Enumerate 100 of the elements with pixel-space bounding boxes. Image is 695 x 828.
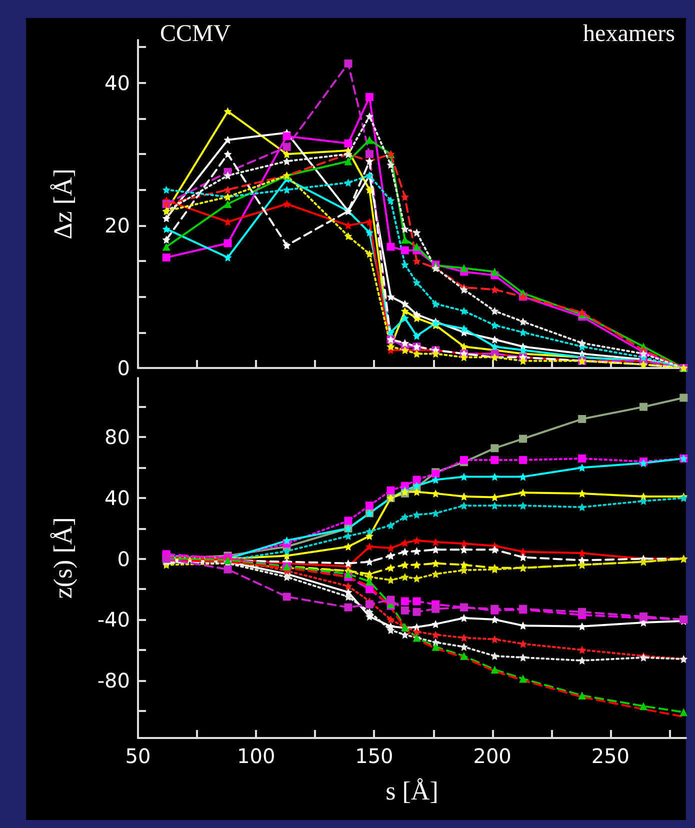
point	[412, 476, 421, 484]
point	[282, 132, 291, 140]
point	[412, 488, 421, 496]
point	[365, 228, 374, 237]
point	[412, 332, 421, 340]
point	[639, 702, 648, 710]
annotation: hexamers	[583, 21, 676, 47]
point	[400, 597, 409, 606]
point	[365, 578, 374, 586]
point	[282, 200, 291, 208]
point	[344, 559, 352, 568]
point	[224, 150, 232, 158]
y-tick-label: -40	[97, 608, 130, 632]
point	[224, 253, 232, 262]
x-tick-label: 200	[473, 744, 512, 768]
point	[412, 278, 421, 286]
point	[432, 630, 440, 639]
point	[282, 150, 291, 158]
point	[282, 241, 291, 250]
annotation: CCMV	[160, 21, 232, 47]
point	[490, 666, 499, 674]
point	[386, 626, 395, 634]
point	[490, 616, 499, 624]
point	[365, 150, 374, 158]
point	[432, 350, 440, 358]
point	[519, 548, 528, 556]
point	[519, 356, 528, 365]
point	[432, 489, 440, 498]
point	[432, 570, 440, 578]
point	[432, 509, 440, 518]
point	[490, 321, 499, 330]
point	[412, 228, 421, 237]
x-tick-label: 50	[125, 744, 151, 768]
point	[344, 582, 352, 590]
point	[680, 708, 688, 716]
point	[460, 560, 468, 569]
point	[460, 353, 468, 362]
point	[519, 640, 528, 648]
y-tick-label: 40	[104, 70, 130, 95]
point	[344, 60, 352, 68]
point	[365, 93, 374, 102]
point	[344, 516, 352, 525]
point	[365, 542, 374, 551]
point	[400, 246, 409, 254]
point	[224, 239, 232, 248]
point	[519, 502, 528, 510]
point	[344, 542, 352, 551]
point	[460, 566, 468, 574]
point	[490, 306, 499, 315]
point	[386, 292, 395, 301]
point	[432, 300, 440, 308]
point	[578, 454, 586, 463]
point	[365, 112, 374, 120]
point	[386, 486, 395, 494]
point	[519, 653, 528, 662]
point	[460, 502, 468, 510]
point	[519, 434, 528, 443]
point	[578, 549, 586, 558]
point	[386, 160, 395, 169]
point	[460, 652, 468, 660]
point	[224, 200, 232, 208]
point	[400, 548, 409, 556]
point	[344, 139, 352, 148]
point	[412, 350, 421, 358]
point	[578, 608, 586, 616]
point	[519, 488, 528, 497]
point	[386, 552, 395, 560]
point	[365, 502, 374, 510]
point	[400, 192, 409, 201]
point	[365, 250, 374, 258]
point	[412, 547, 421, 556]
y-tick-label: 0	[117, 546, 130, 571]
point	[680, 394, 688, 402]
x-axis-title: s [Å]	[386, 776, 438, 806]
point	[432, 559, 440, 568]
point	[344, 603, 352, 612]
y-tick-label: 80	[104, 425, 130, 450]
point	[519, 456, 528, 464]
point	[490, 444, 499, 452]
point	[344, 232, 352, 240]
point	[282, 592, 291, 601]
point	[519, 553, 528, 562]
point	[519, 674, 528, 683]
x-tick-label: 250	[591, 744, 630, 768]
point	[578, 415, 586, 424]
point	[460, 614, 468, 622]
point	[386, 576, 395, 584]
point	[365, 558, 374, 566]
point	[400, 236, 409, 244]
point	[386, 596, 395, 604]
point	[490, 546, 499, 554]
point	[490, 652, 499, 660]
point	[386, 196, 395, 204]
point	[578, 489, 586, 498]
point	[519, 328, 528, 336]
point	[460, 492, 468, 500]
point	[432, 604, 440, 613]
point	[365, 600, 374, 608]
point	[490, 335, 499, 344]
point	[400, 260, 409, 269]
